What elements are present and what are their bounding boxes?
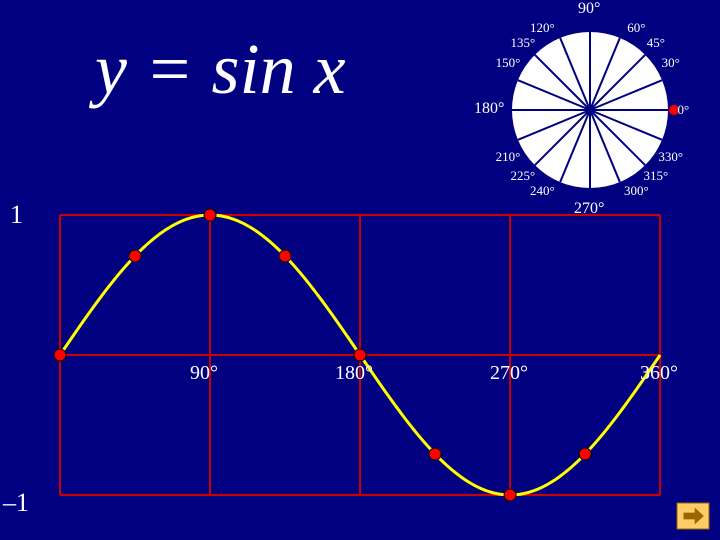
angle-label: 135° (511, 35, 536, 51)
y-axis-label: –1 (3, 488, 29, 518)
angle-label: 45° (647, 35, 665, 51)
angle-label: 180° (474, 100, 504, 118)
next-button[interactable] (676, 502, 710, 530)
angle-label: 60° (627, 20, 645, 36)
angle-label: 315° (643, 168, 668, 184)
angle-label: 225° (511, 168, 536, 184)
angle-label: 330° (658, 149, 683, 165)
x-axis-label: 90° (190, 362, 218, 385)
angle-label: 0° (678, 102, 690, 118)
angle-label: 240° (530, 183, 555, 199)
angle-label: 210° (496, 149, 521, 165)
sine-graph (0, 0, 720, 540)
angle-label: 150° (496, 55, 521, 71)
x-axis-label: 270° (490, 362, 528, 385)
angle-label: 90° (578, 0, 600, 18)
angle-label: 30° (662, 55, 680, 71)
x-axis-label: 360° (640, 362, 678, 385)
angle-label: 300° (624, 183, 649, 199)
x-axis-label: 180° (335, 362, 373, 385)
y-axis-label: 1 (10, 200, 23, 230)
angle-label: 270° (574, 200, 604, 218)
angle-label: 120° (530, 20, 555, 36)
